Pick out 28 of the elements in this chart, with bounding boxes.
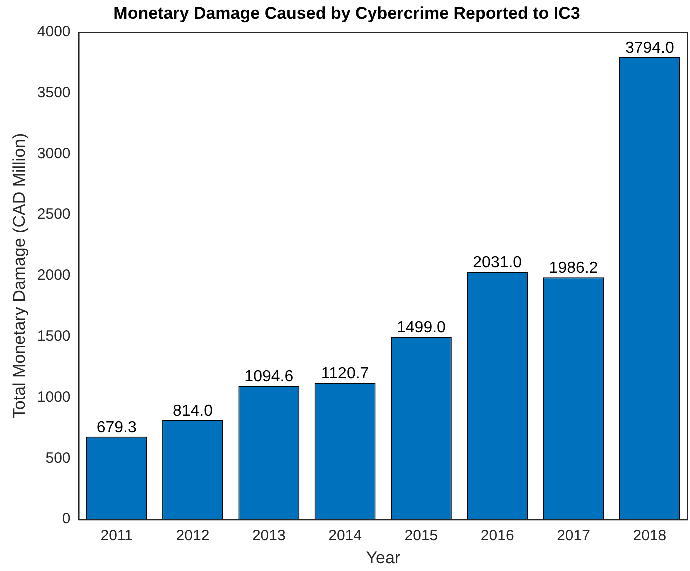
y-tick-label: 1500 xyxy=(37,328,71,346)
y-tick-label: 1000 xyxy=(37,388,71,406)
x-axis-title: Year xyxy=(366,548,401,568)
data-label: 1094.6 xyxy=(244,368,294,386)
chart-title: Monetary Damage Caused by Cybercrime Reported to IC3 xyxy=(114,4,580,23)
x-tick-label: 2018 xyxy=(633,528,667,545)
y-tick-label: 2000 xyxy=(37,267,71,284)
data-label: 679.3 xyxy=(96,419,137,436)
y-tick-label: 0 xyxy=(62,510,71,528)
y-tick-label: 500 xyxy=(46,450,71,467)
x-tick-label: 2013 xyxy=(252,528,286,545)
y-tick-label: 4000 xyxy=(37,24,71,41)
x-tick-label: 2016 xyxy=(480,528,514,545)
y-axis-title: Total Monetary Damage (CAD Million) xyxy=(10,133,29,419)
y-tick-label: 3000 xyxy=(37,145,71,162)
data-label: 1986.2 xyxy=(549,260,598,278)
x-tick-label: 2017 xyxy=(557,528,590,545)
x-tick-label: 2015 xyxy=(404,528,438,545)
x-tick-label: 2014 xyxy=(328,528,362,545)
data-label: 814.0 xyxy=(172,402,214,420)
y-tick-label: 2500 xyxy=(37,206,71,224)
y-tick-label: 3500 xyxy=(37,84,71,102)
data-label: 3794.0 xyxy=(625,40,674,57)
x-tick-label: 2012 xyxy=(176,528,210,545)
data-label: 2031.0 xyxy=(473,254,522,272)
x-tick-label: 2011 xyxy=(100,528,133,545)
data-label: 1499.0 xyxy=(396,319,446,336)
data-label: 1120.7 xyxy=(321,366,370,383)
